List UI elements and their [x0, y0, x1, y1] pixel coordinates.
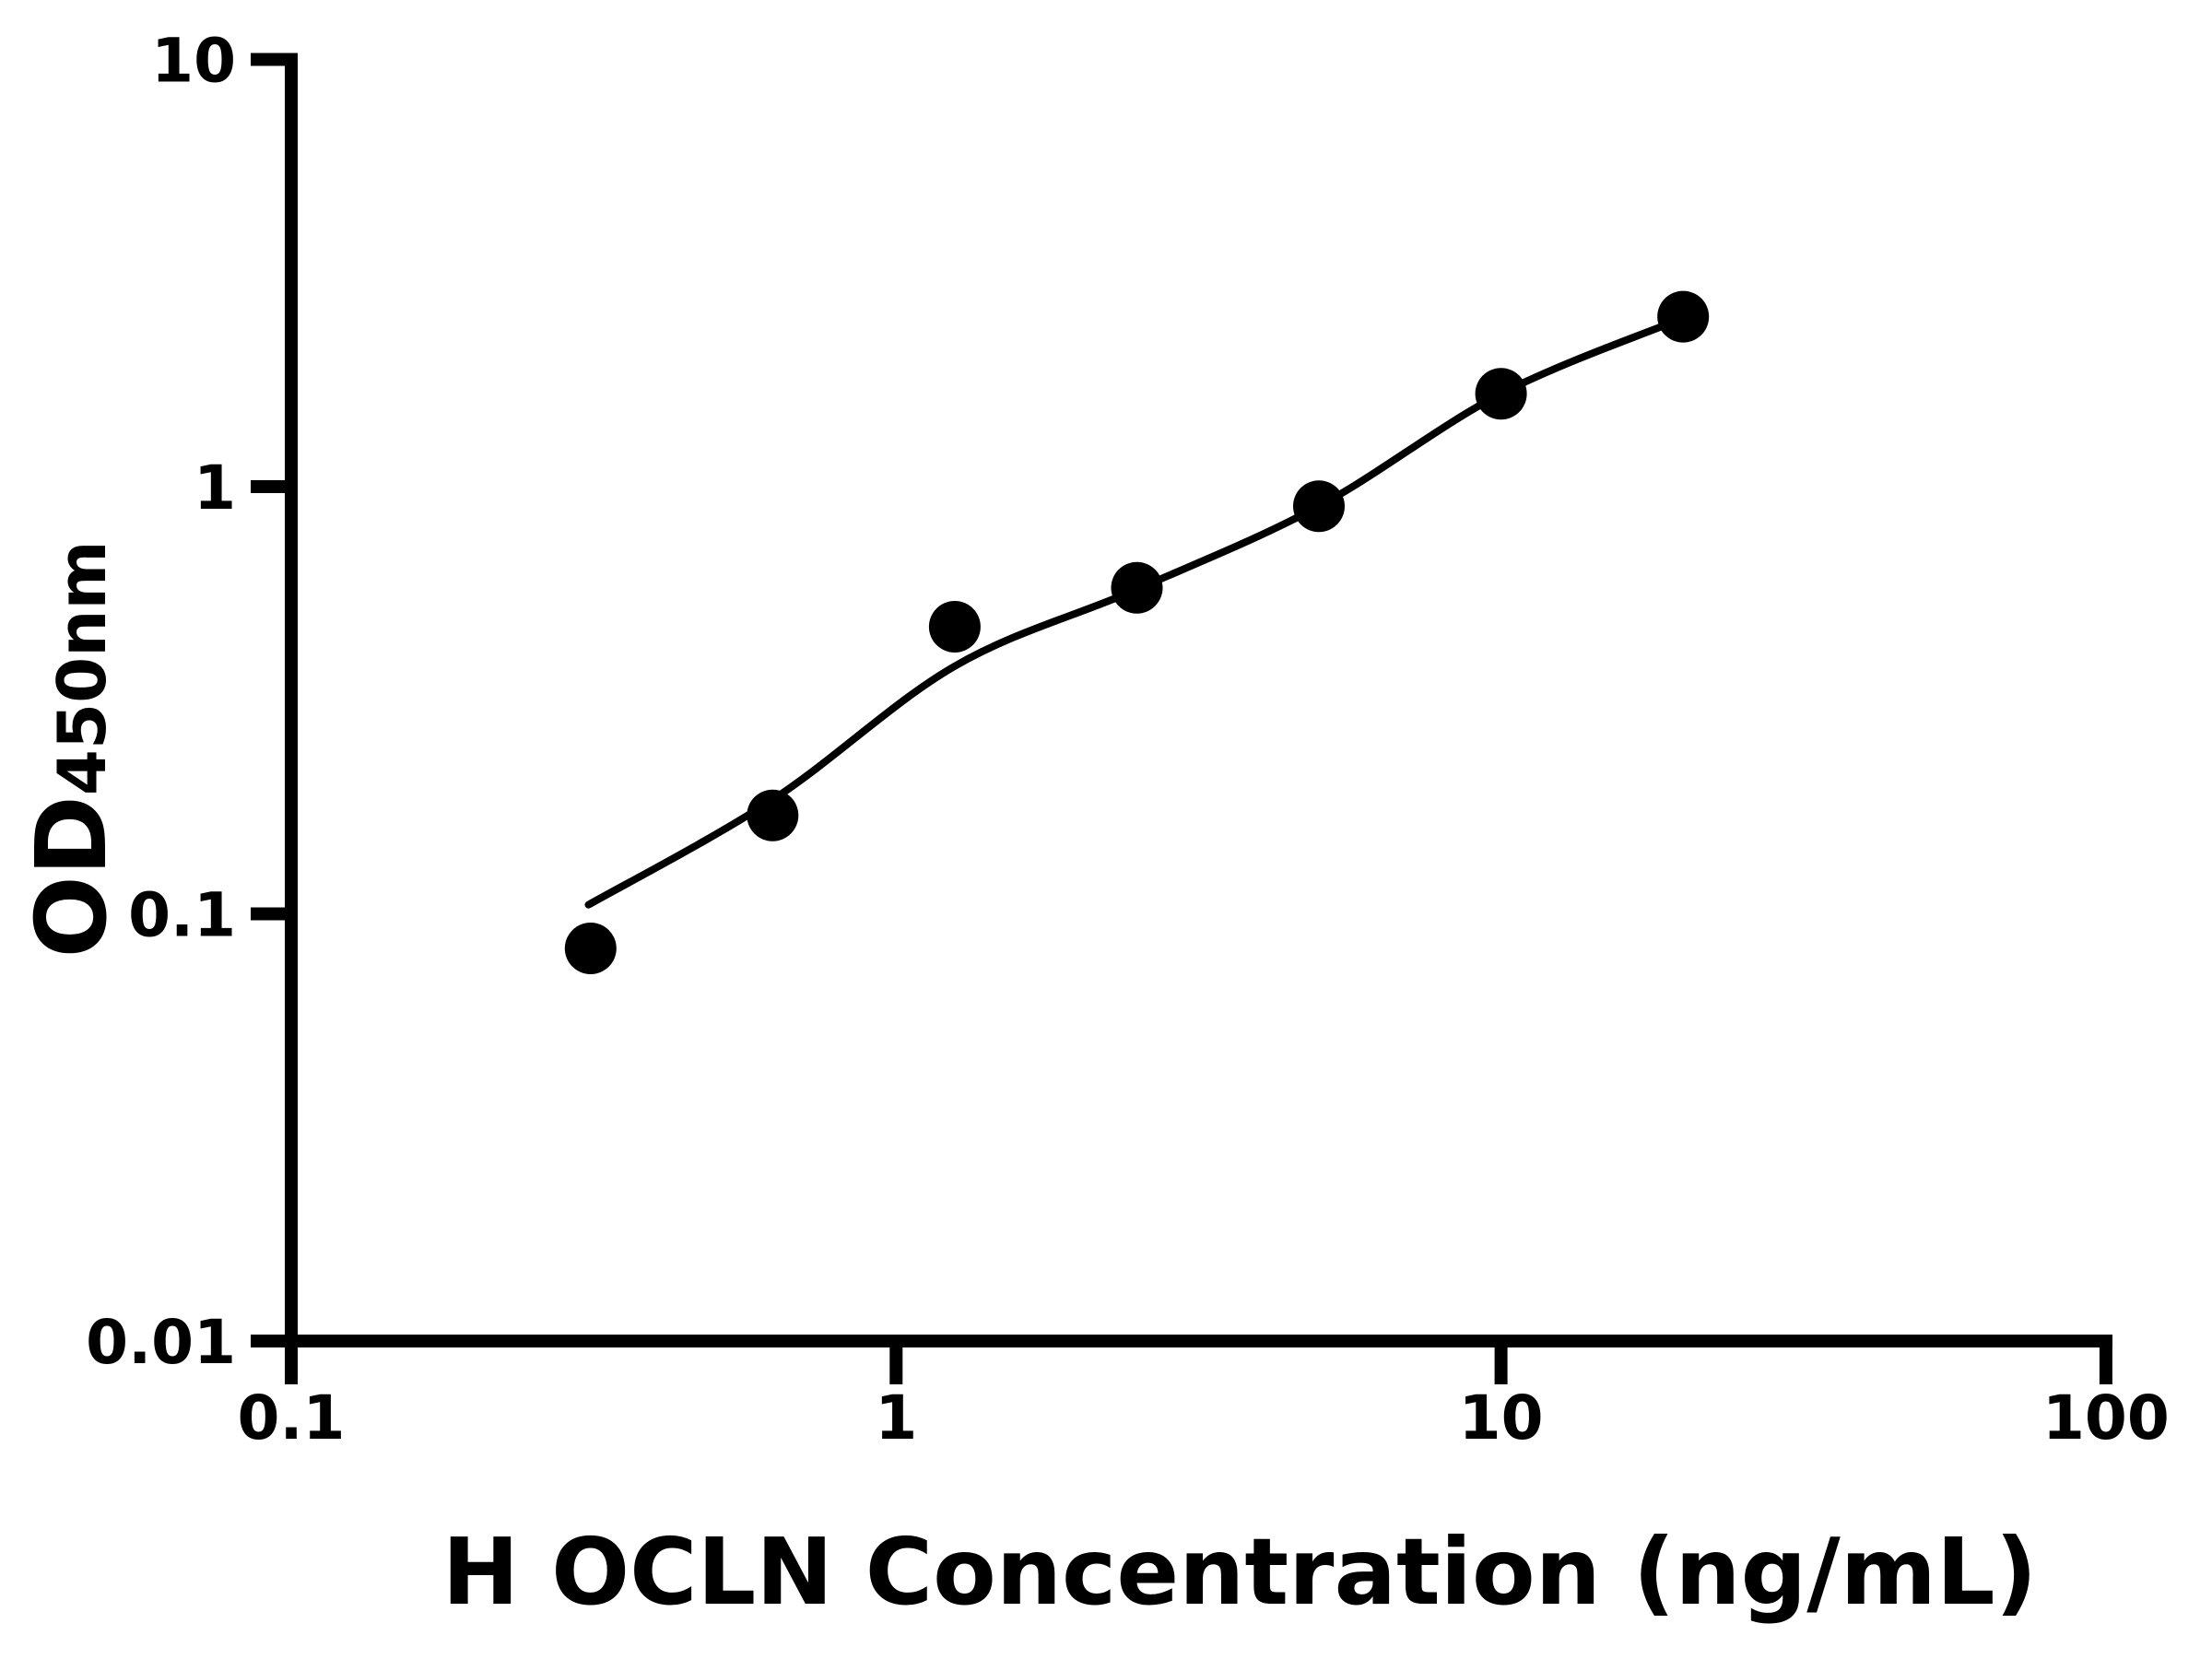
y-axis-title: OD450nm: [16, 541, 128, 959]
axes: [251, 53, 2112, 1384]
data-point: [928, 601, 981, 653]
data-series: [564, 290, 1710, 974]
y-axis-title-main: OD: [16, 795, 128, 958]
y-tick-label: 0.1: [128, 880, 236, 951]
y-tick-label: 1: [194, 453, 236, 524]
x-axis-title: H OCLN Concentration (ng/mL): [442, 1518, 2038, 1626]
data-point: [1293, 480, 1345, 533]
x-tick-label: 1: [875, 1382, 917, 1453]
data-point: [1475, 368, 1527, 420]
data-point: [564, 923, 617, 974]
y-tick-label: 0.01: [86, 1307, 236, 1378]
data-point: [747, 789, 799, 841]
x-tick-label: 10: [1459, 1382, 1544, 1453]
x-tick-label: 100: [2042, 1382, 2170, 1453]
data-point: [1111, 561, 1163, 614]
x-tick-label: 0.1: [238, 1382, 346, 1453]
y-tick-label: 10: [151, 26, 236, 97]
y-axis-title-subscript: 450nm: [43, 541, 121, 796]
data-point: [1657, 290, 1710, 343]
